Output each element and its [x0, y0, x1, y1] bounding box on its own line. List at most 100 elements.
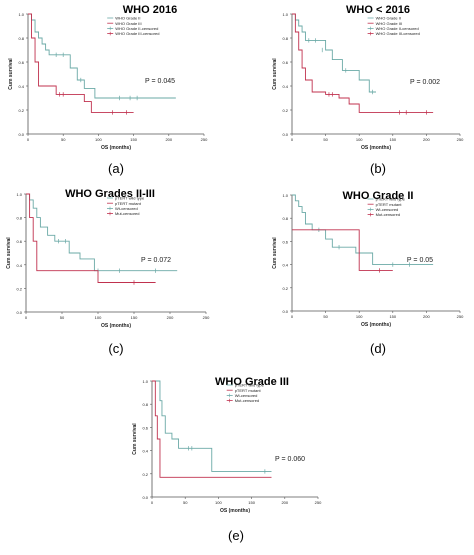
- y-tick-label: 0.8: [18, 36, 24, 41]
- km-curve-series-a: [28, 13, 176, 99]
- y-tick-label: 0.8: [282, 36, 288, 41]
- x-axis-label: OS (months): [101, 323, 131, 329]
- y-tick-label: 0.4: [282, 84, 288, 89]
- x-tick-label: 250: [315, 500, 322, 505]
- y-axis-label: Cum survival: [272, 58, 278, 90]
- x-tick-label: 250: [457, 137, 464, 142]
- panel-label: (a): [108, 161, 124, 176]
- y-tick-label: 0.8: [142, 402, 148, 407]
- x-tick-label: 50: [183, 500, 188, 505]
- y-tick-label: 0.6: [142, 425, 148, 430]
- km-curve-series-b: [28, 13, 134, 113]
- y-tick-label: 1.0: [18, 12, 24, 17]
- legend-entry: pTERT wild type: [115, 196, 145, 201]
- legend-entry: pTERT wild type: [235, 383, 265, 388]
- legend-entry: WHO Grade III: [376, 21, 402, 26]
- y-axis-label: Cum survival: [6, 237, 12, 269]
- y-tick-label: 0.2: [142, 472, 148, 477]
- x-tick-label: 150: [248, 500, 255, 505]
- p-value: P = 0.072: [141, 257, 171, 264]
- km-curve-series-a: [26, 193, 178, 272]
- legend-entry: WHO Grade II-censored: [376, 26, 419, 31]
- y-tick-label: 0.6: [16, 239, 22, 244]
- chart-title: WHO 2016: [123, 4, 177, 16]
- y-tick-label: 0.0: [18, 132, 24, 137]
- x-tick-label: 150: [131, 315, 138, 320]
- y-tick-label: 0.6: [282, 60, 288, 65]
- y-tick-label: 0.0: [16, 310, 22, 315]
- legend-entry: Wt-censored: [376, 207, 399, 212]
- x-tick-label: 200: [423, 314, 430, 319]
- y-tick-label: 1.0: [142, 379, 148, 384]
- x-axis-label: OS (months): [220, 508, 250, 514]
- panel-label: (d): [370, 341, 386, 356]
- legend-entry: Mut-censored: [376, 212, 400, 217]
- x-tick-label: 150: [130, 137, 137, 142]
- y-axis-label: Cum survival: [8, 58, 14, 90]
- y-tick-label: 1.0: [282, 193, 288, 198]
- y-tick-label: 0.4: [142, 449, 148, 454]
- km-curve-series-b: [152, 380, 272, 478]
- p-value: P = 0.002: [410, 79, 440, 86]
- y-tick-label: 0.2: [282, 108, 288, 113]
- y-tick-label: 0.2: [282, 286, 288, 291]
- x-tick-label: 50: [60, 315, 65, 320]
- km-panel-e: 0.0 0.2 0.4 0.6 0.8 1.0 0 50 100 150 200 250 OS (mon…: [132, 376, 322, 543]
- km-curve-series-a: [292, 13, 376, 93]
- legend-entry: pTERT wild type: [376, 197, 406, 202]
- km-curve-series-b: [292, 13, 434, 113]
- y-tick-label: 0.4: [282, 263, 288, 268]
- y-tick-label: 0.8: [16, 216, 22, 221]
- km-panel-c: 0.0 0.2 0.4 0.6 0.8 1.0 0 50 100 150 200 250 OS (mon…: [6, 188, 210, 356]
- km-curve-series-a: [292, 194, 434, 266]
- x-tick-label: 250: [201, 137, 208, 142]
- x-tick-label: 0: [151, 500, 154, 505]
- legend-entry: WHO Grade III-censored: [115, 31, 159, 36]
- x-tick-label: 50: [323, 314, 328, 319]
- y-tick-label: 1.0: [16, 192, 22, 197]
- y-axis-label: Cum survival: [132, 423, 138, 455]
- p-value: P = 0.05: [407, 257, 433, 264]
- y-tick-label: 0.0: [282, 132, 288, 137]
- legend-entry: WHO Grade II-censored: [115, 26, 158, 31]
- x-tick-label: 250: [457, 314, 464, 319]
- chart-title: WHO Grade III: [215, 376, 289, 388]
- y-tick-label: 0.4: [16, 263, 22, 268]
- p-value: P = 0.060: [275, 456, 305, 463]
- km-panel-b: 0.0 0.2 0.4 0.6 0.8 1.0 0 50 100 150 200 250 OS (mon…: [272, 4, 464, 176]
- y-tick-label: 0.0: [142, 495, 148, 500]
- km-panel-d: 0.0 0.2 0.4 0.6 0.8 1.0 0 50 100 150 200 250 OS (mon…: [272, 190, 464, 356]
- km-curve-series-b: [292, 229, 393, 271]
- y-tick-label: 0.2: [18, 108, 24, 113]
- km-curve-series-a: [152, 380, 272, 472]
- panel-label: (c): [108, 341, 123, 356]
- x-tick-label: 0: [27, 137, 30, 142]
- x-tick-label: 0: [291, 314, 294, 319]
- x-tick-label: 200: [423, 137, 430, 142]
- y-tick-label: 0.0: [282, 309, 288, 314]
- km-panel-a: 0.0 0.2 0.4 0.6 0.8 1.0 0 50 100 150 200 250 OS (mon…: [8, 4, 208, 176]
- x-tick-label: 50: [323, 137, 328, 142]
- legend-entry: Mut-censored: [235, 398, 259, 403]
- x-tick-label: 200: [167, 315, 174, 320]
- x-tick-label: 250: [203, 315, 210, 320]
- y-tick-label: 0.4: [18, 84, 24, 89]
- legend-entry: Wt-censored: [115, 206, 138, 211]
- legend-entry: WHO Grade III-censored: [376, 31, 420, 36]
- panel-label: (e): [228, 528, 244, 543]
- legend-entry: pTERT mutant: [115, 201, 142, 206]
- chart-title: WHO < 2016: [346, 4, 410, 16]
- y-tick-label: 0.6: [282, 239, 288, 244]
- legend-entry: Wt-censored: [235, 393, 258, 398]
- x-tick-label: 100: [95, 137, 102, 142]
- panel-label: (b): [370, 161, 386, 176]
- x-tick-label: 100: [215, 500, 222, 505]
- x-axis-label: OS (months): [361, 322, 391, 328]
- chart-title: WHO Grade II: [343, 190, 414, 202]
